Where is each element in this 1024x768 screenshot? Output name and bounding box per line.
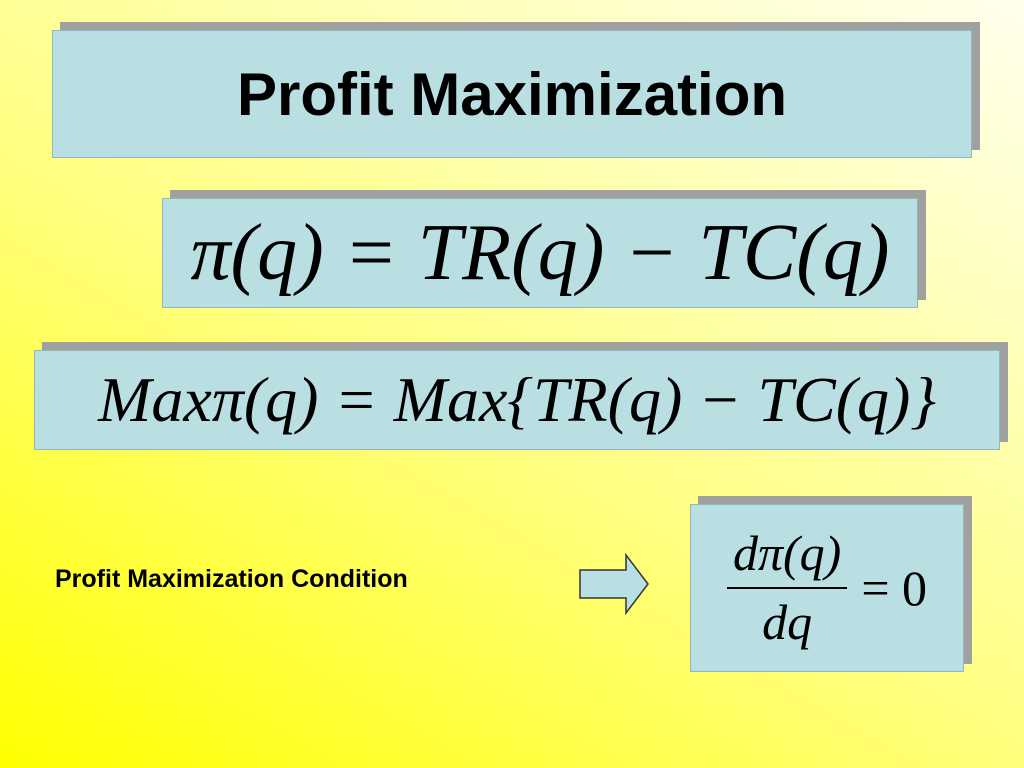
numerator: dπ(q) xyxy=(726,526,848,589)
arrow xyxy=(579,552,649,616)
fraction-box: dπ(q) dq = 0 xyxy=(690,504,964,672)
condition-label: Profit Maximization Condition xyxy=(55,565,408,593)
title: Profit Maximization xyxy=(52,30,972,158)
equation: Maxπ(q) = Max{TR(q) − TC(q)} xyxy=(34,350,1000,450)
arrow-shape xyxy=(579,552,649,616)
equation: π(q) = TR(q) − TC(q) xyxy=(162,198,918,308)
fraction: dπ(q) dq xyxy=(726,526,848,650)
denominator: dq xyxy=(762,594,813,650)
equals-zero: = 0 xyxy=(861,560,928,616)
